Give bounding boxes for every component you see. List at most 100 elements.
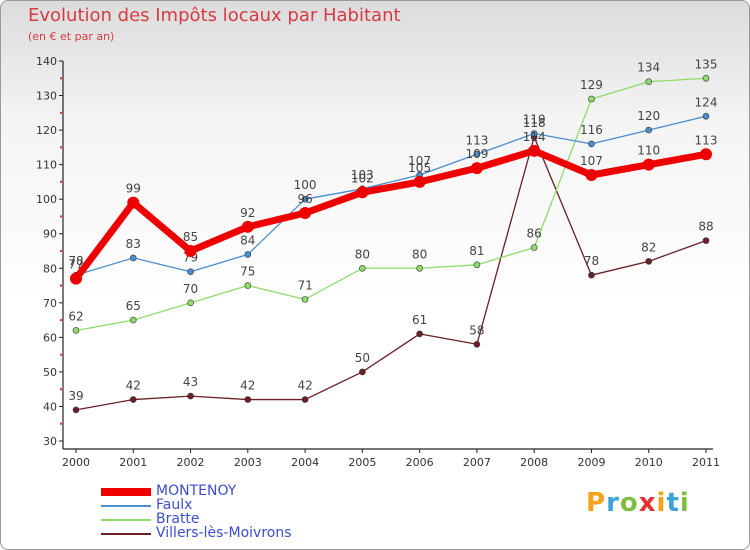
logo-letter: t	[666, 488, 680, 518]
legend-label: MONTENOY	[156, 483, 237, 499]
y-minor-tick	[60, 422, 62, 425]
x-tick-label: 2007	[463, 456, 491, 469]
data-point	[700, 148, 712, 161]
data-point	[359, 264, 366, 272]
data-label: 107	[408, 154, 431, 168]
data-label: 50	[355, 351, 370, 365]
y-minor-tick	[60, 284, 62, 287]
data-point	[645, 126, 653, 134]
y-tick-label: 60	[43, 331, 57, 344]
data-label: 75	[240, 265, 255, 279]
data-label: 129	[580, 78, 603, 92]
y-tick-label: 130	[36, 90, 57, 103]
data-label: 70	[183, 282, 198, 296]
data-label: 107	[580, 154, 603, 168]
data-label: 83	[126, 237, 141, 251]
y-minor-tick	[60, 319, 62, 322]
y-minor-tick	[60, 111, 62, 114]
logo-letter: i	[656, 488, 667, 518]
data-label: 96	[297, 192, 312, 206]
data-point	[588, 95, 595, 103]
data-label: 84	[240, 233, 255, 247]
data-point	[244, 251, 252, 258]
data-label: 62	[68, 309, 83, 323]
data-point	[70, 272, 82, 285]
data-point	[473, 261, 481, 269]
data-point	[301, 396, 309, 403]
data-label: 85	[183, 230, 198, 244]
logo-letter: x	[638, 488, 657, 518]
data-point	[585, 169, 598, 181]
data-label: 134	[637, 61, 660, 75]
data-point	[702, 237, 710, 244]
y-minor-tick	[60, 146, 62, 149]
data-label: 119	[523, 113, 546, 127]
data-label: 71	[297, 278, 312, 292]
x-tick-label: 2011	[692, 456, 720, 469]
data-point	[129, 254, 137, 262]
data-point	[187, 268, 194, 276]
y-minor-tick	[60, 250, 62, 252]
data-label: 78	[68, 254, 83, 268]
data-label: 88	[698, 220, 713, 234]
data-point	[473, 340, 481, 348]
data-label: 109	[465, 147, 488, 161]
x-tick-label: 2010	[635, 456, 663, 469]
data-point	[187, 299, 194, 307]
data-label: 42	[240, 379, 255, 393]
data-point	[129, 316, 137, 324]
x-tick-label: 2009	[577, 456, 605, 469]
series-line-faulx	[75, 115, 707, 276]
y-tick-label: 110	[36, 159, 57, 172]
data-label: 65	[126, 299, 141, 313]
x-tick-label: 2002	[177, 456, 205, 469]
data-point	[645, 258, 653, 265]
data-label: 118	[523, 116, 546, 130]
data-point	[645, 78, 653, 86]
data-label: 77	[68, 258, 83, 272]
data-point	[528, 144, 541, 157]
data-point	[588, 271, 595, 279]
proxiti-logo: Proxiti	[586, 488, 690, 518]
y-minor-tick	[60, 180, 62, 183]
y-tick-label: 70	[43, 297, 57, 310]
data-label: 43	[183, 375, 198, 389]
legend-swatch	[101, 505, 151, 507]
data-label: 103	[351, 168, 374, 182]
data-label: 110	[637, 144, 660, 158]
data-point	[702, 74, 710, 82]
data-point	[359, 368, 366, 376]
y-tick-label: 50	[43, 366, 57, 379]
data-point	[244, 282, 252, 289]
data-point	[299, 207, 312, 219]
data-point	[301, 296, 309, 303]
x-tick-label: 2008	[520, 456, 548, 469]
chart-title: Evolution des Impôts locaux par Habitant	[28, 5, 401, 26]
data-point	[187, 392, 194, 400]
data-label: 39	[68, 389, 83, 403]
data-label: 80	[355, 247, 370, 261]
x-tick-label: 2001	[119, 456, 147, 469]
data-point	[702, 112, 710, 120]
data-label: 82	[641, 240, 656, 254]
data-label: 100	[294, 178, 317, 192]
data-label: 58	[469, 323, 484, 337]
data-label: 120	[637, 109, 660, 123]
data-label: 114	[523, 130, 546, 144]
y-tick-label: 30	[43, 435, 57, 448]
data-label: 116	[580, 123, 603, 137]
x-tick-label: 2003	[234, 456, 262, 469]
y-tick-label: 140	[36, 55, 57, 68]
y-tick-label: 100	[36, 193, 57, 206]
legend-label: Bratte	[156, 511, 200, 527]
data-point	[127, 196, 140, 209]
data-point	[416, 330, 423, 338]
y-minor-tick	[60, 77, 62, 80]
data-label: 42	[126, 379, 141, 393]
data-point	[416, 264, 423, 272]
data-point	[642, 158, 655, 171]
logo-letter: P	[586, 488, 607, 518]
logo-letter: r	[606, 488, 620, 518]
data-point	[530, 130, 538, 137]
